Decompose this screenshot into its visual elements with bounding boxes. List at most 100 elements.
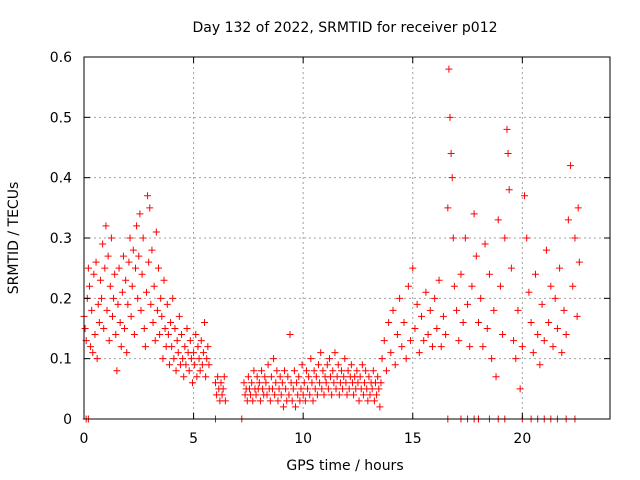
data-point: [252, 391, 260, 399]
data-point: [433, 325, 441, 332]
data-point: [407, 337, 415, 345]
data-point: [404, 282, 412, 290]
data-point: [560, 306, 568, 314]
data-point: [157, 294, 165, 302]
data-point: [132, 264, 140, 272]
data-point: [138, 270, 146, 278]
data-point: [391, 361, 399, 369]
data-point: [263, 391, 271, 399]
data-point: [264, 361, 272, 369]
data-points: [80, 65, 583, 423]
data-point: [398, 343, 406, 351]
data-point: [181, 343, 189, 351]
data-point: [290, 367, 298, 375]
data-point: [198, 361, 206, 369]
data-point: [151, 337, 159, 345]
data-point: [366, 391, 374, 399]
data-point: [174, 349, 182, 357]
data-point: [364, 397, 372, 405]
data-point: [134, 294, 142, 302]
x-tick-label: 20: [513, 431, 531, 447]
data-point: [322, 379, 330, 387]
data-point: [262, 379, 270, 387]
data-point: [107, 234, 115, 242]
data-point: [281, 367, 289, 375]
data-point: [90, 270, 98, 278]
data-point: [248, 379, 256, 387]
data-point: [114, 300, 122, 308]
grid: [84, 57, 610, 419]
data-point: [455, 337, 463, 345]
data-point: [485, 270, 493, 278]
data-point: [316, 379, 324, 387]
data-point: [354, 379, 362, 387]
data-point: [475, 318, 482, 326]
data-point: [217, 379, 225, 387]
data-point: [435, 276, 443, 284]
data-point: [92, 258, 100, 266]
data-point: [461, 234, 469, 242]
data-point: [163, 300, 171, 308]
data-point: [523, 234, 531, 242]
data-point: [442, 331, 450, 339]
data-point: [527, 318, 535, 326]
data-point: [459, 318, 467, 326]
data-point: [85, 282, 93, 290]
data-point: [221, 397, 229, 405]
data-point: [547, 282, 555, 290]
data-point: [94, 300, 102, 308]
data-point: [204, 343, 212, 351]
data-point: [273, 367, 281, 375]
data-point: [339, 385, 347, 393]
data-point: [156, 331, 164, 339]
data-point: [275, 385, 283, 393]
data-point: [362, 367, 370, 375]
data-point: [516, 385, 524, 393]
data-point: [411, 325, 419, 332]
data-point: [304, 385, 312, 393]
data-point: [387, 349, 395, 357]
data-point: [556, 264, 564, 272]
data-point: [112, 331, 120, 339]
data-point: [308, 379, 316, 387]
data-point: [152, 228, 160, 236]
data-point: [355, 397, 363, 405]
data-point: [270, 355, 278, 363]
data-point: [499, 331, 507, 339]
data-point: [529, 349, 537, 357]
data-point: [272, 379, 280, 387]
data-point: [553, 325, 561, 332]
data-point: [244, 373, 252, 381]
data-point: [301, 397, 309, 405]
data-point: [171, 325, 179, 332]
data-point: [155, 264, 163, 272]
data-point: [289, 385, 297, 393]
data-point: [378, 355, 386, 363]
y-tick-label: 0.6: [50, 50, 72, 66]
data-point: [375, 385, 383, 393]
data-point: [197, 337, 205, 345]
data-point: [551, 294, 559, 302]
data-point: [136, 210, 144, 218]
data-point: [286, 331, 294, 339]
data-point: [113, 367, 121, 375]
data-point: [483, 325, 491, 332]
data-point: [353, 367, 361, 375]
data-point: [356, 373, 364, 381]
x-tick-label: 10: [294, 431, 312, 447]
data-point: [282, 385, 290, 393]
data-point: [258, 367, 266, 375]
data-point: [179, 355, 187, 363]
data-point: [447, 150, 455, 158]
data-point: [158, 312, 166, 320]
data-point: [518, 343, 526, 351]
y-tick-label: 0.1: [50, 352, 72, 368]
data-point: [481, 240, 489, 248]
data-point: [319, 367, 327, 375]
data-point: [488, 355, 496, 363]
data-point: [350, 391, 358, 399]
data-point: [168, 343, 176, 351]
data-point: [111, 270, 119, 278]
data-point: [564, 216, 572, 224]
data-point: [503, 125, 511, 133]
